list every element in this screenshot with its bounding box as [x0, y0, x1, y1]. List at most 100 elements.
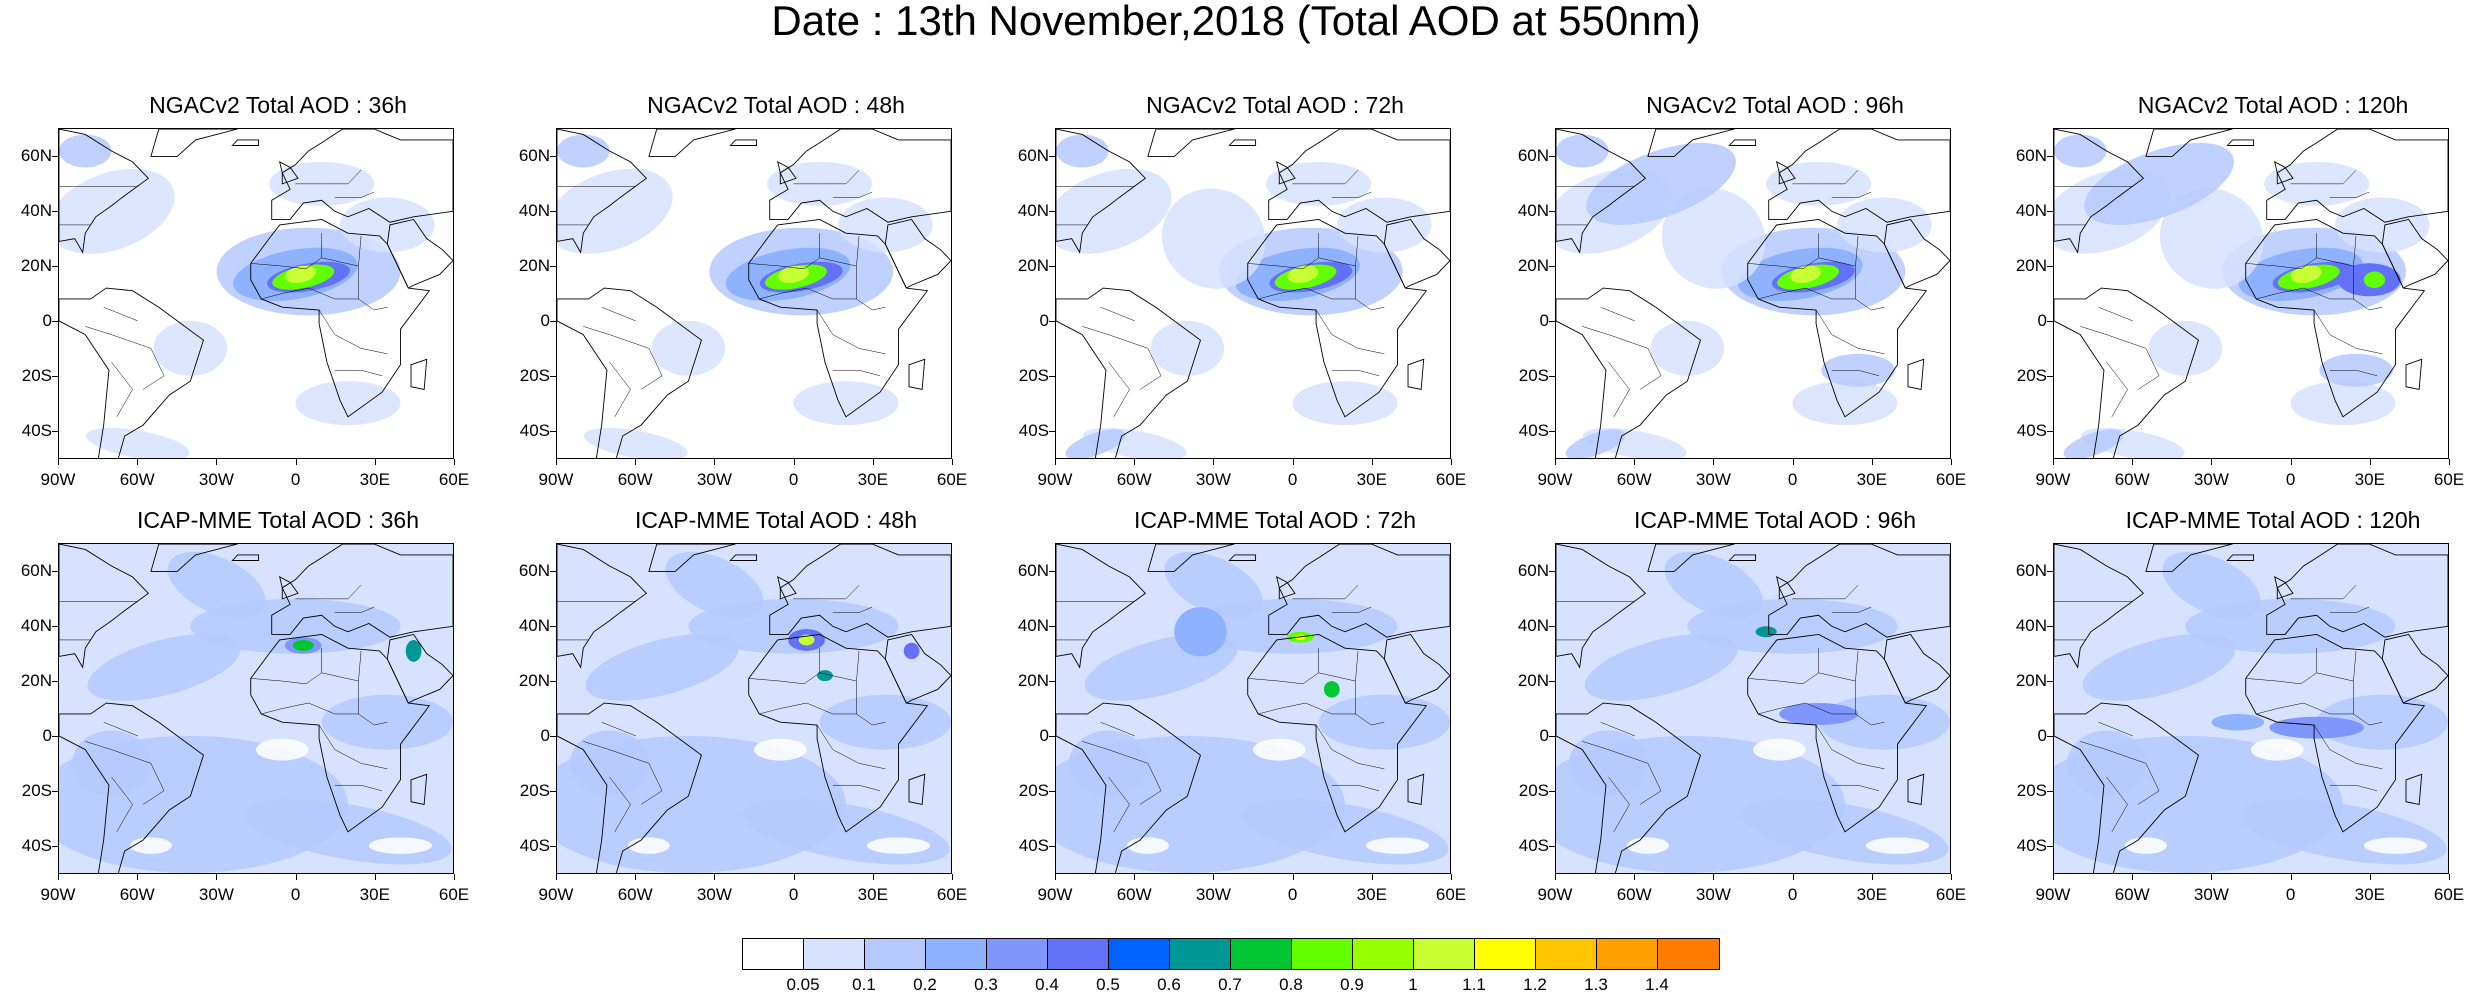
- coastline-europe: [2266, 544, 2448, 638]
- latitude-label: 60N: [1017, 560, 1049, 580]
- panel-title: ICAP-MME Total AOD : 48h: [634, 507, 918, 533]
- longitude-tick: [2290, 874, 2292, 880]
- map-plot-area: [2053, 543, 2449, 874]
- country-border: [832, 369, 881, 377]
- aod-contour-region: [153, 320, 228, 376]
- latitude-tick: [2047, 846, 2053, 848]
- aod-map: [557, 129, 951, 458]
- aod-contour-region: [2290, 381, 2396, 426]
- country-border: [2290, 169, 2357, 185]
- colorbar-label: 0.8: [1279, 975, 1303, 994]
- longitude-tick: [137, 874, 139, 880]
- longitude-label: 30W: [1695, 885, 1731, 904]
- map-panel-icap-120h: ICAP-MME Total AOD : 120h 60N 40N 20N 0 20S 40…: [2016, 507, 2472, 937]
- longitude-tick: [1213, 459, 1215, 465]
- coastline-greenland: [150, 129, 238, 157]
- country-border: [1855, 235, 1859, 267]
- coastline-greenland: [2145, 129, 2233, 157]
- coastline-britain: [279, 161, 299, 185]
- aod-contour-region: [1755, 626, 1777, 638]
- latitude-label: 40S: [2016, 421, 2047, 441]
- country-border: [318, 724, 388, 770]
- panel-title: NGACv2 Total AOD : 72h: [1146, 92, 1404, 118]
- country-border: [334, 606, 375, 613]
- latitude-tick: [1049, 210, 1055, 212]
- latitude-label: 20S: [519, 366, 550, 386]
- country-border: [1855, 713, 1885, 726]
- longitude-label: 30W: [198, 470, 234, 489]
- country-border: [1855, 298, 1885, 311]
- longitude-label: 90W: [1037, 885, 1073, 904]
- latitude-label: 20S: [519, 781, 550, 801]
- coastline-southAmerica: [2054, 702, 2199, 873]
- longitude-label: 90W: [1537, 470, 1573, 489]
- country-border: [1855, 650, 1859, 682]
- aod-contour-region: [2290, 265, 2322, 284]
- aod-contour-region: [1292, 381, 1398, 426]
- coastline-iceland: [1728, 139, 1757, 146]
- coastline-northAmerica: [2054, 129, 2145, 254]
- coastline-iceland: [1228, 554, 1257, 561]
- latitude-tick: [1549, 736, 1555, 738]
- longitude-tick: [1871, 459, 1873, 465]
- latitude-label: 40S: [21, 421, 52, 441]
- latitude-label: 20S: [21, 781, 52, 801]
- country-border: [358, 650, 362, 682]
- longitude-tick: [1634, 874, 1636, 880]
- latitude-label: 40N: [2015, 615, 2047, 635]
- latitude-tick: [1049, 680, 1055, 682]
- latitude-tick: [52, 625, 58, 627]
- country-border: [111, 749, 165, 805]
- longitude-label: 30W: [1195, 470, 1231, 489]
- country-border: [2353, 650, 2357, 682]
- coastline-britain: [2274, 576, 2294, 600]
- coastline-madagascar: [2405, 773, 2423, 805]
- longitude-tick: [2211, 459, 2213, 465]
- country-border: [2329, 784, 2378, 792]
- aod-contour-region: [1792, 381, 1898, 426]
- country-border: [2329, 191, 2370, 198]
- aod-contour-region: [86, 427, 190, 458]
- longitude-label: 0: [290, 885, 301, 904]
- aod-contour-region: [285, 265, 317, 284]
- longitude-tick: [2211, 874, 2213, 880]
- aod-contour-region: [368, 837, 433, 854]
- coastline-europe: [769, 129, 951, 223]
- latitude-label: 40S: [1018, 421, 1049, 441]
- colorbar-swatch: [743, 939, 804, 969]
- latitude-tick: [52, 846, 58, 848]
- longitude-tick: [58, 459, 59, 465]
- latitude-label: 20S: [2016, 781, 2047, 801]
- latitude-tick: [52, 376, 58, 378]
- colorbar-swatch: [1231, 939, 1292, 969]
- coastline-southAmerica: [1556, 287, 1701, 458]
- latitude-tick: [550, 265, 556, 267]
- longitude-tick: [2053, 459, 2054, 465]
- country-border: [1315, 724, 1385, 770]
- coastline-southAmerica: [59, 702, 204, 873]
- coastline-europe: [271, 544, 453, 638]
- longitude-tick: [556, 459, 557, 465]
- latitude-label: 40N: [20, 615, 52, 635]
- longitude-label: 30E: [857, 885, 888, 904]
- coastline-iceland: [2226, 139, 2255, 146]
- country-border: [856, 713, 886, 726]
- map-panel-ngac-120h: NGACv2 Total AOD : 120h 60N 40N 20N 0 20S 40S 9…: [2016, 92, 2472, 522]
- country-border: [609, 361, 631, 417]
- aod-contour-region: [1150, 320, 1225, 376]
- longitude-label: 30W: [1695, 470, 1731, 489]
- latitude-tick: [1549, 625, 1555, 627]
- aod-contour-region: [292, 640, 314, 651]
- aod-contour-region: [584, 427, 688, 458]
- country-border: [793, 584, 860, 600]
- latitude-tick: [52, 265, 58, 267]
- longitude-tick: [454, 874, 455, 880]
- longitude-tick: [952, 459, 953, 465]
- longitude-label: 90W: [538, 470, 574, 489]
- country-border: [1600, 306, 1635, 322]
- aod-contour-region: [1584, 633, 1738, 701]
- aod-contour-region: [793, 381, 899, 426]
- aod-contour-region: [1161, 188, 1266, 289]
- country-border: [1747, 672, 1856, 715]
- longitude-label: 30E: [359, 885, 390, 904]
